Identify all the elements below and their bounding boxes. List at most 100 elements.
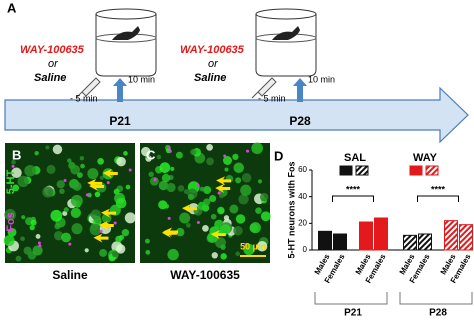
group-label: P21 <box>344 308 362 319</box>
arrow <box>181 204 197 214</box>
cell <box>167 248 179 261</box>
cell <box>210 213 217 220</box>
cell <box>217 206 225 215</box>
fos-dot <box>38 244 42 248</box>
fos-dot <box>11 164 15 168</box>
cell <box>179 212 191 224</box>
cell <box>101 213 112 223</box>
cell <box>203 185 212 194</box>
caption: WAY-100635 <box>170 268 240 282</box>
fos-dot <box>37 241 41 245</box>
cell <box>206 157 214 166</box>
cell <box>113 188 120 195</box>
bar <box>333 233 347 251</box>
delay: 10 min <box>128 74 155 84</box>
arrow <box>98 221 114 231</box>
cell <box>24 164 36 177</box>
cell <box>177 185 185 192</box>
cell <box>222 156 232 166</box>
cell <box>158 180 169 191</box>
cell <box>71 223 83 235</box>
cell <box>123 151 128 156</box>
cell <box>166 182 176 193</box>
scale-label: 50 µm <box>240 241 266 251</box>
fos-dot <box>167 216 171 220</box>
cell <box>89 223 102 236</box>
fos-dot <box>244 243 248 247</box>
panel-label: A <box>7 0 17 15</box>
cell <box>149 176 159 186</box>
legend-swatch <box>355 165 369 176</box>
cell <box>224 167 229 172</box>
cell <box>199 186 205 192</box>
cell <box>170 166 175 171</box>
significance: **** <box>431 184 446 194</box>
legend-swatch <box>339 165 353 176</box>
cell <box>12 184 20 192</box>
cell <box>124 212 136 224</box>
cell <box>20 236 25 242</box>
cell <box>11 167 22 179</box>
legend-swatch <box>425 165 439 176</box>
cell <box>229 204 239 214</box>
cell <box>70 164 80 175</box>
cell <box>87 168 99 180</box>
down-arrow <box>293 78 307 102</box>
cell <box>63 207 69 213</box>
cell <box>233 162 244 174</box>
cell <box>220 253 227 260</box>
fos-dot <box>223 154 227 158</box>
syringe <box>75 77 101 99</box>
cell <box>249 222 261 234</box>
cell <box>15 255 22 262</box>
panel-label: C <box>146 147 156 162</box>
fos-dot <box>196 183 200 187</box>
or: or <box>208 58 219 70</box>
arrow <box>89 181 105 191</box>
cell <box>115 197 127 209</box>
cell <box>84 248 89 253</box>
cell <box>197 201 206 210</box>
saline: Saline <box>194 72 226 84</box>
fos-dot <box>99 229 103 233</box>
bar <box>318 230 332 251</box>
cell <box>45 145 50 150</box>
cell <box>202 225 209 232</box>
fos-dot <box>106 181 110 185</box>
arrow <box>210 230 226 240</box>
cell <box>159 162 171 174</box>
cell <box>148 171 154 177</box>
down-arrow <box>113 78 127 102</box>
bar <box>374 217 388 251</box>
fos-dot <box>153 178 157 182</box>
y-tick-label: 20 <box>298 218 307 227</box>
group-bracket <box>314 292 388 305</box>
cell <box>206 143 213 151</box>
fos-dot <box>128 168 132 172</box>
cell <box>115 244 126 254</box>
cell <box>30 219 37 226</box>
cell <box>175 151 183 159</box>
cell <box>11 159 16 165</box>
legend-swatch <box>409 165 423 176</box>
panel-label: B <box>12 147 21 162</box>
cell <box>72 181 82 191</box>
cell <box>211 252 218 259</box>
cell <box>121 228 130 237</box>
arrow <box>87 178 103 188</box>
panel-label: D <box>274 148 283 163</box>
cell <box>233 226 243 236</box>
cell <box>256 241 268 252</box>
cell <box>145 238 150 244</box>
cell <box>235 177 242 184</box>
cell <box>232 153 239 160</box>
or: or <box>48 58 59 70</box>
timepoint: P28 <box>289 114 311 128</box>
cell <box>79 156 85 161</box>
cell <box>7 227 17 237</box>
cell <box>156 154 162 160</box>
cell <box>52 144 63 155</box>
cell <box>190 148 197 156</box>
cell <box>29 224 35 231</box>
